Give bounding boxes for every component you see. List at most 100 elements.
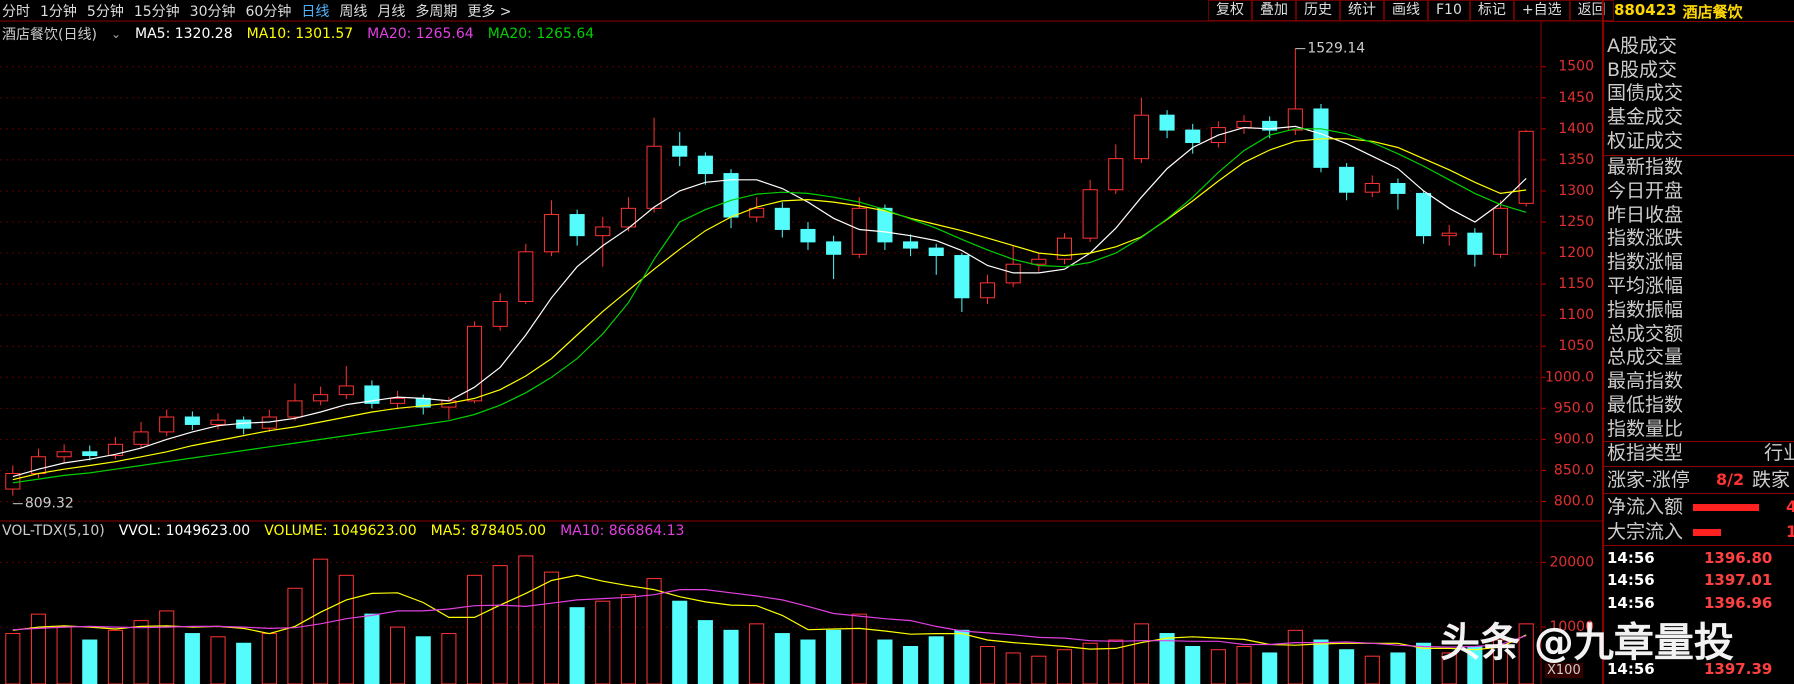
volume-bar: [1185, 645, 1201, 684]
volume-bar: [364, 613, 380, 684]
tick-time: 14:56: [1607, 571, 1655, 589]
candle-body: [390, 397, 406, 404]
legend-entry: MA5: 878405.00: [430, 523, 547, 539]
row-extra: 跌家: [1752, 469, 1791, 491]
volume-bar: [979, 645, 996, 684]
tool-button[interactable]: 画线: [1384, 0, 1428, 21]
candle-body: [466, 325, 483, 402]
dropdown-icon[interactable]: ⌄: [110, 27, 121, 41]
volume-bar: [518, 555, 534, 684]
y-tick-label: 950.0: [1554, 400, 1594, 416]
tool-button[interactable]: 返回: [1569, 0, 1614, 21]
volume-bar: [5, 633, 21, 684]
y-tick-label: 10000: [1549, 619, 1594, 635]
legend-entry: MA20: 1265.64: [367, 26, 474, 42]
period-tab[interactable]: 15分钟: [133, 3, 180, 20]
period-tab[interactable]: 更多 >: [467, 3, 512, 20]
candle-body: [1159, 114, 1175, 131]
candle-body: [1236, 120, 1252, 129]
candle-body: [338, 385, 354, 396]
tick-price: 1397.01: [1704, 571, 1773, 589]
code: 880423: [1614, 1, 1677, 19]
candle-body: [107, 443, 123, 457]
volume-header: VOL-TDX(5,10) VVOL: 1049623.00 VOLUME: 10…: [2, 521, 684, 541]
volume-bar: [1416, 642, 1432, 684]
volume-bar: [30, 613, 47, 684]
separator: [1604, 155, 1794, 156]
candle-body: [774, 207, 790, 230]
candle-body: [1185, 129, 1201, 144]
y-tick-label: 1350: [1558, 152, 1594, 168]
candle-body: [1031, 258, 1047, 265]
tool-button[interactable]: 历史: [1296, 0, 1340, 21]
candle-body: [1108, 158, 1124, 191]
period-tab[interactable]: 日线: [301, 3, 330, 20]
separator: [1604, 441, 1794, 442]
annotation: 1529.14: [1307, 41, 1365, 57]
candle-body: [1364, 182, 1380, 193]
volume-bar: [415, 636, 431, 684]
quote-label: 昨日收盘: [1607, 203, 1684, 226]
period-tab[interactable]: 多周期: [415, 3, 458, 20]
tool-button[interactable]: F10: [1428, 0, 1470, 21]
candle-body: [210, 419, 226, 425]
volume-bar: [1492, 639, 1509, 684]
y-tick-label: 1050: [1558, 338, 1594, 354]
period-tab[interactable]: 1分钟: [40, 3, 77, 20]
candle-body: [851, 207, 867, 255]
volume-bar: [82, 639, 98, 684]
period-tab[interactable]: 月线: [377, 3, 406, 20]
volume-bar: [261, 633, 277, 684]
row-value: 行业: [1764, 442, 1794, 464]
quote-label: 指数涨幅: [1607, 251, 1684, 274]
candle-body: [1441, 232, 1457, 237]
volume-bar: [851, 613, 867, 684]
volume-bar: [774, 633, 790, 684]
volume-bar: [466, 574, 483, 684]
tool-button[interactable]: +自选: [1513, 0, 1570, 21]
chart-title: 酒店餐饮(日线): [2, 27, 97, 43]
volume-bar: [595, 600, 611, 684]
candle-body: [1133, 114, 1149, 160]
candle-body: [646, 145, 662, 209]
candle-body: [1313, 108, 1329, 168]
volume-bar: [1082, 642, 1098, 684]
tool-button[interactable]: 统计: [1340, 0, 1384, 21]
y-tick-label: 1150: [1558, 276, 1594, 292]
candle-body: [826, 241, 842, 255]
candle-body: [133, 431, 149, 445]
tool-button[interactable]: 标记: [1469, 0, 1514, 21]
quote-label: 今日开盘: [1607, 179, 1684, 202]
candle-body: [492, 300, 508, 327]
period-tab[interactable]: 5分钟: [86, 3, 124, 20]
y-tick-label: 800.0: [1554, 493, 1594, 509]
tick-price: 1396.80: [1704, 549, 1773, 567]
flow-bar: [1693, 504, 1759, 511]
volume-bar: [1262, 652, 1278, 684]
volume-bar: [749, 623, 765, 684]
tool-button[interactable]: 复权: [1208, 0, 1252, 21]
tool-button[interactable]: 叠加: [1252, 0, 1296, 21]
quote-label: B股成交: [1607, 58, 1678, 81]
separator: [1604, 493, 1794, 494]
y-tick-label: 1200: [1558, 245, 1594, 261]
period-tab[interactable]: 60分钟: [245, 3, 292, 20]
period-tab[interactable]: 30分钟: [189, 3, 236, 20]
period-tab[interactable]: 周线: [339, 3, 368, 20]
candle-body: [800, 228, 816, 243]
volume-bar: [1005, 652, 1021, 684]
volume-bar: [954, 629, 970, 684]
ma-line: [12, 138, 1527, 481]
volume-bar: [1339, 649, 1355, 684]
candle-body: [1082, 189, 1098, 239]
candle-body: [749, 207, 765, 218]
period-bar: 分时 1分钟 5分钟 15分钟 30分钟 60分钟 日线 周线 月线 多周期 更多 >: [0, 0, 512, 21]
y-tick-label: 1000.0: [1545, 369, 1594, 385]
candle-body: [518, 251, 534, 302]
candle-body: [56, 451, 72, 458]
volume-bar: [313, 558, 329, 684]
price-header: 酒店餐饮(日线) ⌄ MA5: 1320.28 MA10: 1301.57 MA20…: [2, 24, 594, 44]
volume-bar: [236, 642, 252, 684]
legend-entry: MA20: 1265.64: [487, 26, 595, 42]
period-tab[interactable]: 分时: [2, 3, 30, 20]
